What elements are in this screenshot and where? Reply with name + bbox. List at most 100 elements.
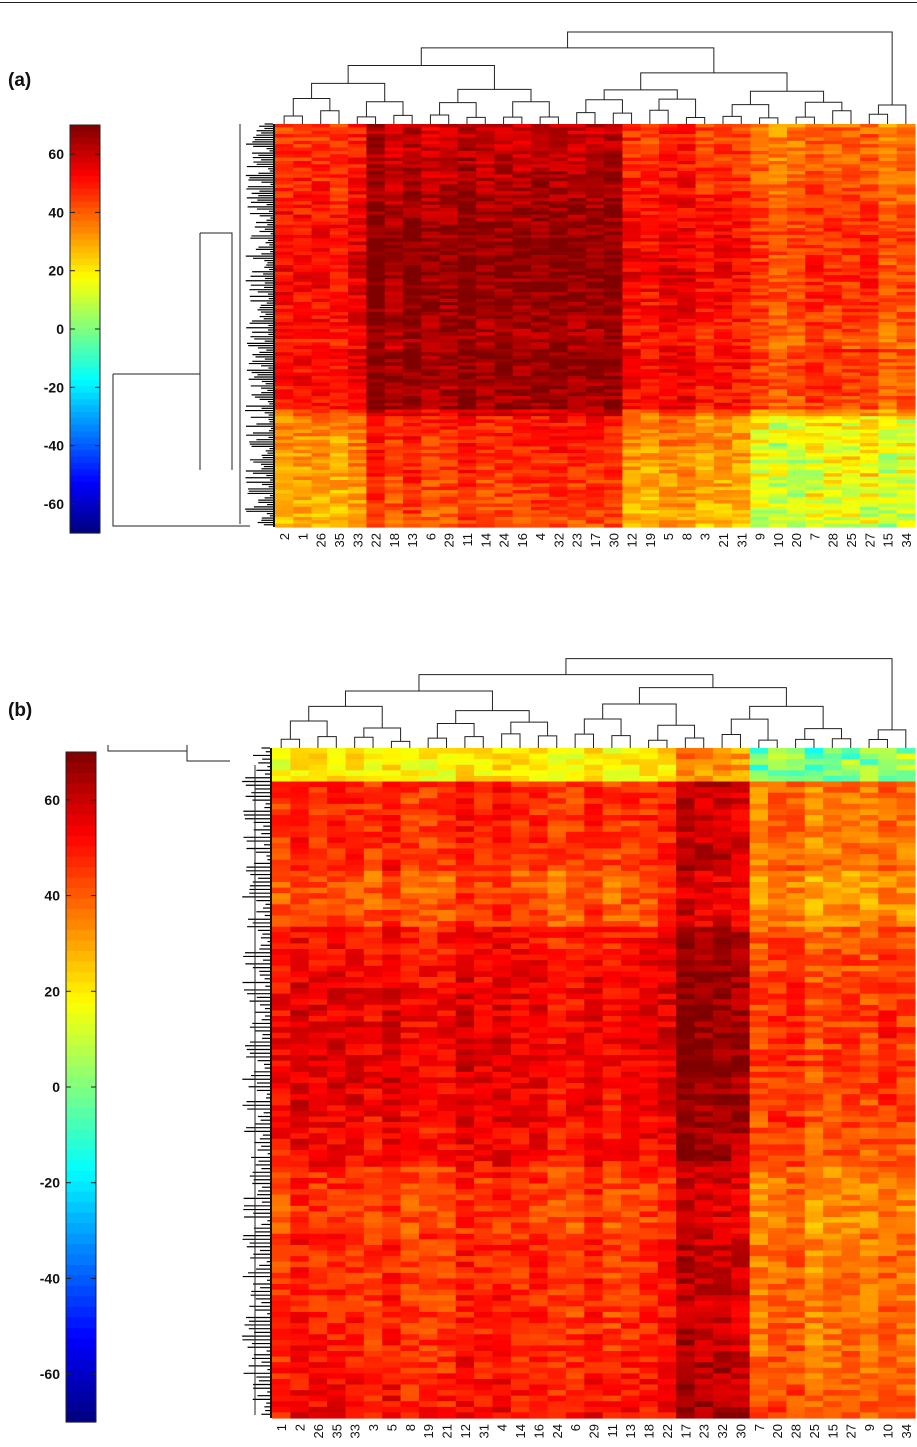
heatmap-cell	[805, 483, 825, 488]
heatmap-cell	[750, 144, 770, 149]
heatmap-cell	[585, 318, 605, 323]
heatmap-cell	[512, 372, 532, 377]
heatmap-cell	[531, 315, 550, 320]
heatmap-cell	[896, 483, 916, 488]
heatmap-cell	[549, 231, 569, 236]
heatmap-cell	[293, 345, 313, 350]
colorbar-band	[70, 316, 100, 324]
heatmap-cell	[384, 127, 404, 132]
heatmap-cell	[531, 513, 550, 518]
heatmap-cell	[878, 396, 898, 400]
heatmap-cell	[622, 432, 642, 437]
heatmap-cell	[805, 160, 825, 165]
colorbar-band	[70, 233, 100, 241]
heatmap-cell	[531, 419, 550, 424]
heatmap-cell	[290, 748, 310, 755]
heatmap-cell	[860, 197, 880, 202]
heatmap-cell	[860, 234, 880, 239]
heatmap-cell	[476, 254, 496, 259]
heatmap-cell	[421, 140, 441, 145]
heatmap-cell	[329, 154, 349, 159]
heatmap-cell	[640, 181, 660, 186]
heatmap-cell	[787, 406, 806, 411]
heatmap-cell	[403, 479, 422, 484]
heatmap-cell	[622, 137, 642, 142]
heatmap-cell	[275, 359, 294, 364]
heatmap-cell	[878, 389, 898, 394]
heatmap-cell	[272, 999, 291, 1006]
heatmap-cell	[366, 211, 386, 216]
heatmap-cell	[567, 157, 587, 162]
heatmap-cell	[457, 228, 477, 233]
heatmap-cell	[457, 191, 477, 196]
heatmap-cell	[476, 171, 496, 175]
heatmap-cell	[713, 416, 733, 421]
heatmap-cell	[787, 234, 806, 239]
heatmap-cell	[604, 271, 624, 276]
heatmap-cell	[272, 960, 291, 967]
heatmap-cell	[640, 443, 660, 447]
heatmap-cell	[750, 228, 770, 233]
heatmap-cell	[878, 513, 898, 518]
heatmap-cell	[695, 130, 715, 135]
heatmap-cell	[403, 184, 422, 189]
heatmap-cell	[531, 412, 550, 417]
heatmap-cell	[805, 295, 825, 300]
heatmap-cell	[329, 147, 349, 152]
heatmap-cell	[494, 500, 514, 505]
heatmap-cell	[823, 372, 843, 377]
heatmap-cell	[713, 342, 733, 347]
heatmap-cell	[549, 154, 569, 159]
heatmap-cell	[549, 520, 569, 525]
heatmap-cell	[403, 513, 422, 518]
heatmap-cell	[677, 254, 697, 259]
heatmap-cell	[348, 513, 368, 518]
heatmap-cell	[329, 513, 349, 518]
heatmap-cell	[823, 490, 843, 495]
heatmap-cell	[290, 909, 310, 917]
heatmap-cell	[439, 228, 459, 233]
heatmap-cell	[787, 160, 806, 165]
heatmap-cell	[549, 449, 569, 454]
heatmap-cell	[531, 154, 550, 159]
heatmap-cell	[290, 1228, 310, 1235]
heatmap-cell	[403, 419, 422, 424]
heatmap-cell	[567, 228, 587, 233]
heatmap-cell	[348, 281, 368, 286]
heatmap-cell	[787, 214, 806, 219]
heatmap-cell	[768, 439, 788, 444]
heatmap-cell	[732, 181, 752, 186]
heatmap-cell	[805, 416, 825, 421]
heatmap-cell	[290, 1021, 310, 1028]
heatmap-cell	[384, 422, 404, 427]
heatmap-cell	[308, 775, 328, 783]
colorbar-band	[66, 1097, 96, 1109]
heatmap-cell	[677, 238, 697, 243]
heatmap-cell	[622, 476, 642, 481]
heatmap-cell	[476, 419, 496, 424]
heatmap-cell	[805, 325, 825, 330]
heatmap-cell	[841, 281, 861, 286]
heatmap-cell	[272, 826, 291, 833]
heatmap-cell	[860, 288, 880, 293]
heatmap-cell	[695, 456, 715, 461]
heatmap-cell	[531, 392, 550, 397]
heatmap-cell	[787, 134, 806, 139]
heatmap-cell	[841, 160, 861, 165]
heatmap-cell	[823, 124, 843, 128]
heatmap-cell	[659, 305, 678, 310]
heatmap-cell	[439, 446, 459, 451]
heatmap-cell	[457, 422, 477, 427]
heatmap-cell	[805, 328, 825, 333]
heatmap-cell	[787, 150, 806, 155]
column-label: 3	[698, 533, 713, 540]
heatmap-cell	[549, 248, 569, 253]
heatmap-cell	[384, 379, 404, 384]
heatmap-cell	[604, 261, 624, 266]
heatmap-cell	[622, 124, 642, 128]
heatmap-cell	[293, 456, 313, 461]
heatmap-cell	[823, 137, 843, 142]
heatmap-cell	[640, 187, 660, 192]
heatmap-cell	[494, 483, 514, 488]
heatmap-cell	[878, 140, 898, 145]
